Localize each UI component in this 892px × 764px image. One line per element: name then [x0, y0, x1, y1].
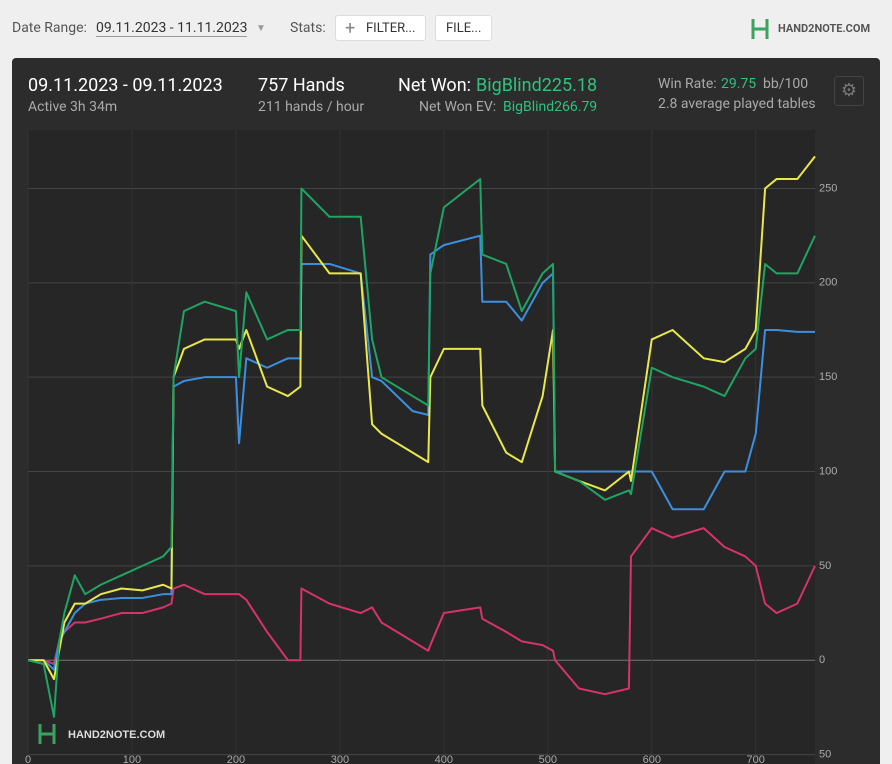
file-button[interactable]: FILE...: [435, 15, 493, 41]
watermark-icon: [38, 724, 56, 744]
filter-text: FILTER...: [366, 21, 416, 36]
win-rate-label: Win Rate:: [658, 76, 717, 92]
series-line: [27, 178, 816, 718]
logo: HAND2NOTE.COM: [778, 22, 871, 35]
y-tick-label: 100: [819, 465, 837, 477]
y-tick-label: 150: [819, 371, 837, 383]
series-line: [28, 234, 815, 671]
x-tick-label: 100: [123, 754, 141, 764]
toolbar: Date Range: 09.11.2023 - 11.11.2023 ▼ St…: [0, 0, 892, 58]
watermark: HAND2NOTE.COM: [68, 729, 165, 741]
y-tick-label: 50: [819, 560, 831, 572]
filter-button[interactable]: + FILTER...: [335, 15, 427, 41]
date-range[interactable]: 09.11.2023 - 11.11.2023: [96, 20, 248, 37]
y-tick-label: 250: [819, 182, 837, 194]
x-tick-label: 200: [227, 754, 245, 764]
win-rate: 29.75: [721, 76, 757, 92]
y-tick-label: 50: [819, 748, 831, 760]
x-tick-label: 300: [331, 754, 349, 764]
y-tick-label: 0: [819, 654, 825, 666]
tables: 2.8 average played tables: [658, 96, 816, 112]
plot-background: [28, 130, 815, 764]
hands: 757 Hands: [258, 75, 345, 96]
x-tick-label: 700: [747, 754, 765, 764]
x-tick-label: 400: [435, 754, 453, 764]
stats-label: Stats:: [290, 20, 326, 36]
net-won-label: Net Won:: [398, 75, 472, 96]
x-tick-label: 500: [539, 754, 557, 764]
dropdown-arrow[interactable]: ▼: [256, 23, 266, 34]
date-range-label: Date Range:: [12, 20, 87, 36]
x-tick-label: 0: [25, 754, 31, 764]
series-line: [28, 527, 816, 696]
series-line: [28, 155, 816, 681]
x-tick-label: 600: [643, 754, 661, 764]
net-won-ev-label: Net Won EV:: [419, 99, 497, 115]
plus-icon: +: [345, 18, 356, 39]
net-won-ev: BigBlind266.79: [503, 99, 598, 115]
win-rate-unit: bb/100: [763, 76, 809, 92]
net-won: BigBlind225.18: [476, 75, 598, 96]
settings-button[interactable]: ⚙: [834, 76, 864, 106]
y-tick-label: 200: [819, 277, 837, 289]
period: 09.11.2023 - 09.11.2023: [28, 75, 223, 96]
hands-per-hour: 211 hands / hour: [258, 99, 365, 115]
active-time: Active 3h 34m: [28, 99, 118, 115]
logo-icon: [751, 19, 769, 39]
